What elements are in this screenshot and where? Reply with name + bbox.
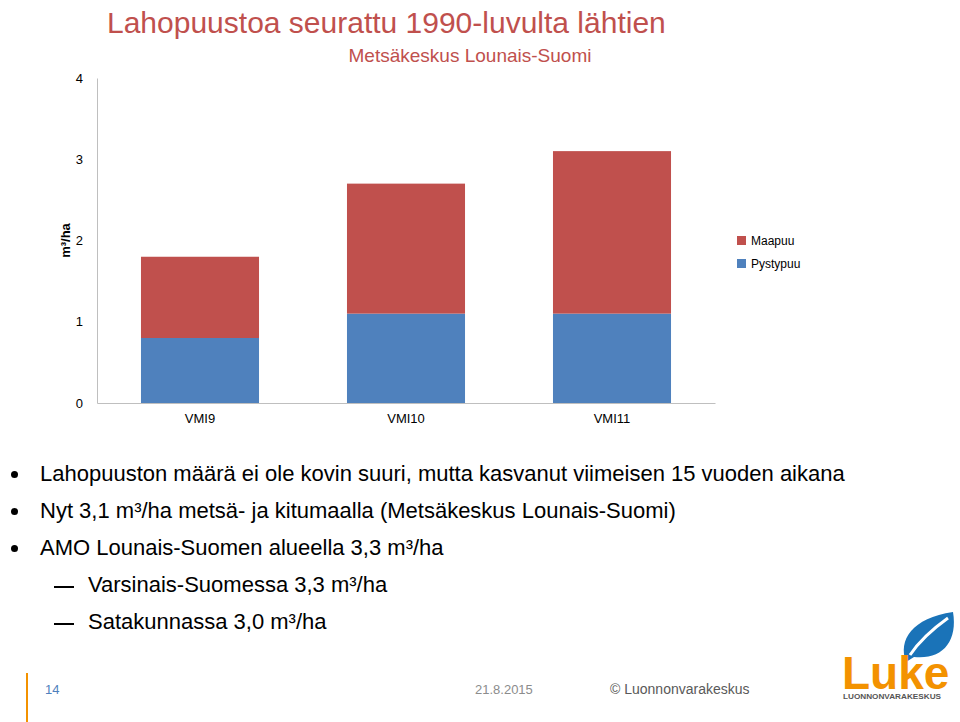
bullet-marker [11,545,18,552]
sub-bullet-text: Satakunnassa 3,0 m³/ha [88,609,326,634]
logo-subtitle: LUONNONVARAKESKUS [843,692,941,701]
bars [141,151,671,403]
bullet-marker [11,508,18,515]
y-tick-label: 0 [76,396,83,411]
y-tick: 4 [76,71,97,86]
copyright: © Luonnonvarakeskus [610,681,750,697]
bullet-text: Nyt 3,1 m³/ha metsä- ja kitumaalla (Mets… [40,498,676,523]
date: 21.8.2015 [475,682,533,697]
bar [347,314,465,403]
legend-label: Maapuu [751,234,794,248]
legend-swatch [737,236,746,245]
chart-title: Lahopuustoa seurattu 1990-luvulta lähtie… [107,6,666,39]
y-tick: 0 [76,396,97,411]
sub-bullet-marker [54,586,74,588]
y-tick: 2 [76,233,97,248]
bullet-text: AMO Lounais-Suomen alueella 3,3 m³/ha [40,535,444,560]
page-number: 14 [45,682,59,697]
sub-bullet-text: Varsinais-Suomessa 3,3 m³/ha [88,572,387,597]
bar [347,184,465,314]
x-tick: VMI11 [594,403,631,426]
chart-subtitle: Metsäkeskus Lounais-Suomi [349,45,592,66]
y-axis-line [97,79,98,404]
sub-bullet-marker [54,623,74,625]
x-tick: VMI10 [387,403,425,426]
bullet-item: Nyt 3,1 m³/ha metsä- ja kitumaalla (Mets… [0,495,930,527]
sub-bullet-item: Varsinais-Suomessa 3,3 m³/ha [0,569,928,601]
bar [553,314,671,403]
bullet-item: Lahopuuston määrä ei ole kovin suuri, mu… [0,458,930,490]
bar [141,338,259,403]
y-tick-label: 1 [76,314,83,329]
bullet-text: Lahopuuston määrä ei ole kovin suuri, mu… [40,461,845,486]
legend-swatch [737,259,746,268]
bar [553,151,671,314]
bullet-item: AMO Lounais-Suomen alueella 3,3 m³/ha [0,532,930,564]
legend-label: Pystypuu [751,257,800,271]
x-tick-label: VMI11 [594,411,631,426]
bullet-marker [11,471,18,478]
sub-bullet-item: Satakunnassa 3,0 m³/ha [0,606,928,638]
bullet-list: Lahopuuston määrä ei ole kovin suuri, mu… [0,453,960,638]
y-tick-label: 3 [76,152,83,167]
y-tick: 3 [76,152,97,167]
x-axis-line [98,403,716,404]
y-tick-label: 4 [76,71,83,86]
footer-accent [26,673,28,722]
legend: Maapuu Pystypuu [737,234,800,271]
y-axis-title: m³/ha [58,222,73,257]
logo: LukeLUONNONVARAKESKUS [842,612,954,701]
bar [141,257,259,338]
x-tick-label: VMI10 [387,411,425,426]
y-tick-label: 2 [76,233,83,248]
y-tick: 1 [76,314,97,329]
x-tick-label: VMI9 [185,411,215,426]
x-tick: VMI9 [185,403,215,426]
y-axis: 0 1 2 3 4 [76,71,98,411]
x-axis: VMI9 VMI10 VMI11 [98,403,716,426]
